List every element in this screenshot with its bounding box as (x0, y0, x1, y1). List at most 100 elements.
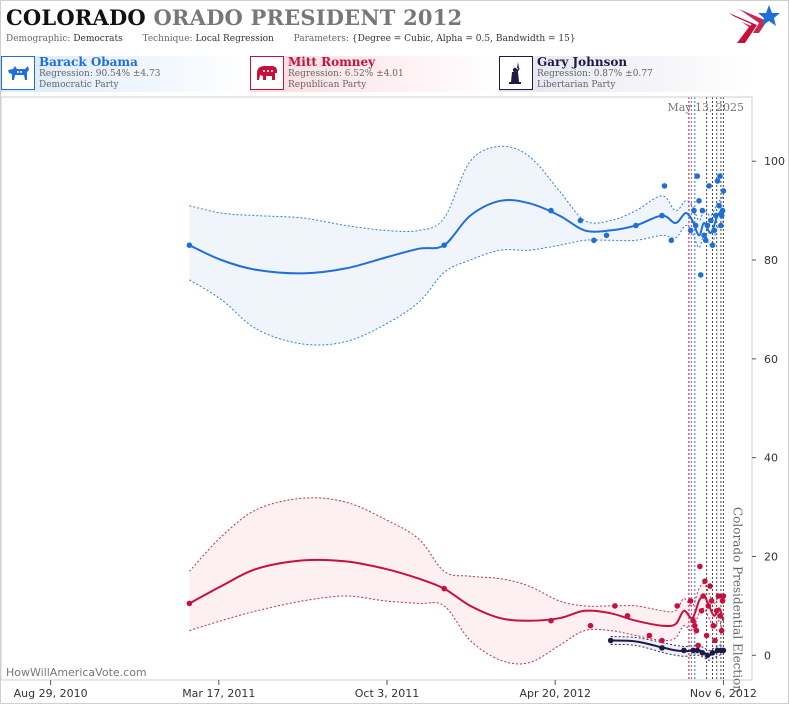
data-point (697, 563, 703, 570)
data-point (607, 637, 614, 644)
demographic-value: Democrats (73, 34, 123, 44)
data-point (708, 217, 714, 224)
data-point (704, 652, 711, 659)
candidate-name: Barack Obama (39, 55, 138, 69)
data-point (548, 207, 554, 214)
date-label: May 13, 2025 (667, 101, 744, 114)
parameters-label: Parameters: (293, 34, 350, 44)
parameters-line: Demographic: Democrats Technique: Local … (6, 34, 576, 44)
title-state: COLORADO (6, 5, 146, 30)
event-label: Colorado Presidential Election (730, 507, 744, 693)
candidate-regression: Regression: 6.52% ±4.01 (288, 69, 404, 79)
data-point (717, 613, 723, 619)
data-point (694, 647, 701, 654)
data-point (694, 173, 701, 179)
title-rest: ORADO PRESIDENT 2012 (153, 5, 463, 30)
data-point (715, 593, 722, 599)
y-tick-label: 60 (764, 353, 778, 366)
data-point (603, 232, 610, 239)
band-lower-edge (189, 595, 724, 665)
data-point (659, 637, 665, 644)
candidate-party: Libertarian Party (537, 80, 616, 90)
data-point (441, 585, 448, 592)
data-point (692, 222, 699, 229)
data-point (659, 212, 665, 219)
data-point (612, 603, 618, 609)
demographic-label: Demographic: (6, 34, 71, 44)
data-point (718, 222, 724, 229)
legend-item-romney: Mitt Romney Regression: 6.52% ±4.01 Repu… (250, 56, 500, 92)
data-point (716, 202, 722, 209)
data-point (707, 583, 713, 589)
data-point (717, 173, 723, 179)
data-point (710, 622, 717, 629)
elephant-icon (250, 56, 284, 90)
x-tick-label: Nov 6, 2012 (690, 687, 757, 700)
logo-icon (729, 5, 780, 43)
data-point (719, 598, 726, 604)
data-point (695, 642, 701, 649)
candidate-regression: Regression: 90.54% ±4.73 (39, 69, 161, 79)
technique-value: Local Regression (195, 34, 274, 44)
y-tick-label: 20 (764, 550, 778, 563)
data-point (690, 647, 696, 654)
data-point (687, 598, 694, 604)
page-title: COLORADO ORADO PRESIDENT 2012 (6, 5, 462, 30)
data-point (700, 593, 706, 599)
y-tick-label: 40 (764, 452, 778, 465)
data-point (711, 227, 717, 234)
liberty-icon (499, 56, 533, 90)
data-point (699, 207, 706, 214)
data-point (186, 242, 193, 248)
data-point (718, 627, 725, 634)
confidence-band (189, 497, 724, 664)
donkey-icon (1, 56, 35, 90)
data-point (712, 637, 718, 644)
data-point (708, 598, 715, 604)
data-point (720, 647, 727, 654)
y-tick-label: 100 (764, 155, 785, 168)
data-point (698, 608, 705, 614)
data-point (696, 198, 702, 204)
y-tick-label: 0 (764, 649, 771, 662)
data-point (691, 207, 697, 214)
data-point (718, 212, 725, 219)
candidate-party: Republican Party (288, 80, 367, 90)
data-point (587, 622, 594, 629)
x-tick-label: Mar 17, 2011 (182, 687, 255, 700)
legend-item-johnson: Gary Johnson Regression: 0.87% ±0.77 Lib… (499, 56, 749, 92)
data-point (709, 242, 716, 248)
parameters-value: {Degree = Cubic, Alpha = 0.5, Bandwidth … (351, 34, 576, 44)
candidate-legend: Barack Obama Regression: 90.54% ±4.73 De… (0, 52, 789, 94)
data-point (702, 578, 708, 584)
header: COLORADO ORADO PRESIDENT 2012 Demographi… (0, 0, 789, 50)
x-tick-label: Apr 20, 2012 (519, 687, 591, 700)
x-tick-label: Aug 29, 2010 (14, 687, 88, 700)
candidate-regression: Regression: 0.87% ±0.77 (537, 69, 653, 79)
data-point (701, 232, 707, 239)
legend-item-obama: Barack Obama Regression: 90.54% ±4.73 De… (1, 56, 251, 92)
data-point (713, 608, 720, 614)
data-point (577, 217, 584, 224)
data-point (720, 593, 727, 599)
data-point (674, 603, 680, 609)
credit-label: HowWillAmericaVote.com (6, 666, 147, 679)
data-point (659, 645, 665, 651)
data-point (693, 627, 700, 634)
data-point (704, 222, 711, 229)
series-line (188, 198, 725, 275)
data-point (624, 613, 631, 619)
data-point (699, 650, 706, 656)
data-point (441, 242, 448, 248)
data-point (687, 227, 694, 234)
candidate-name: Gary Johnson (537, 55, 628, 69)
confidence-bands (189, 145, 724, 665)
data-point (703, 632, 710, 639)
data-point (705, 603, 712, 609)
data-point (633, 222, 639, 229)
technique-label: Technique: (142, 34, 193, 44)
data-point (591, 237, 597, 244)
data-point (690, 617, 696, 624)
data-point (646, 632, 653, 639)
